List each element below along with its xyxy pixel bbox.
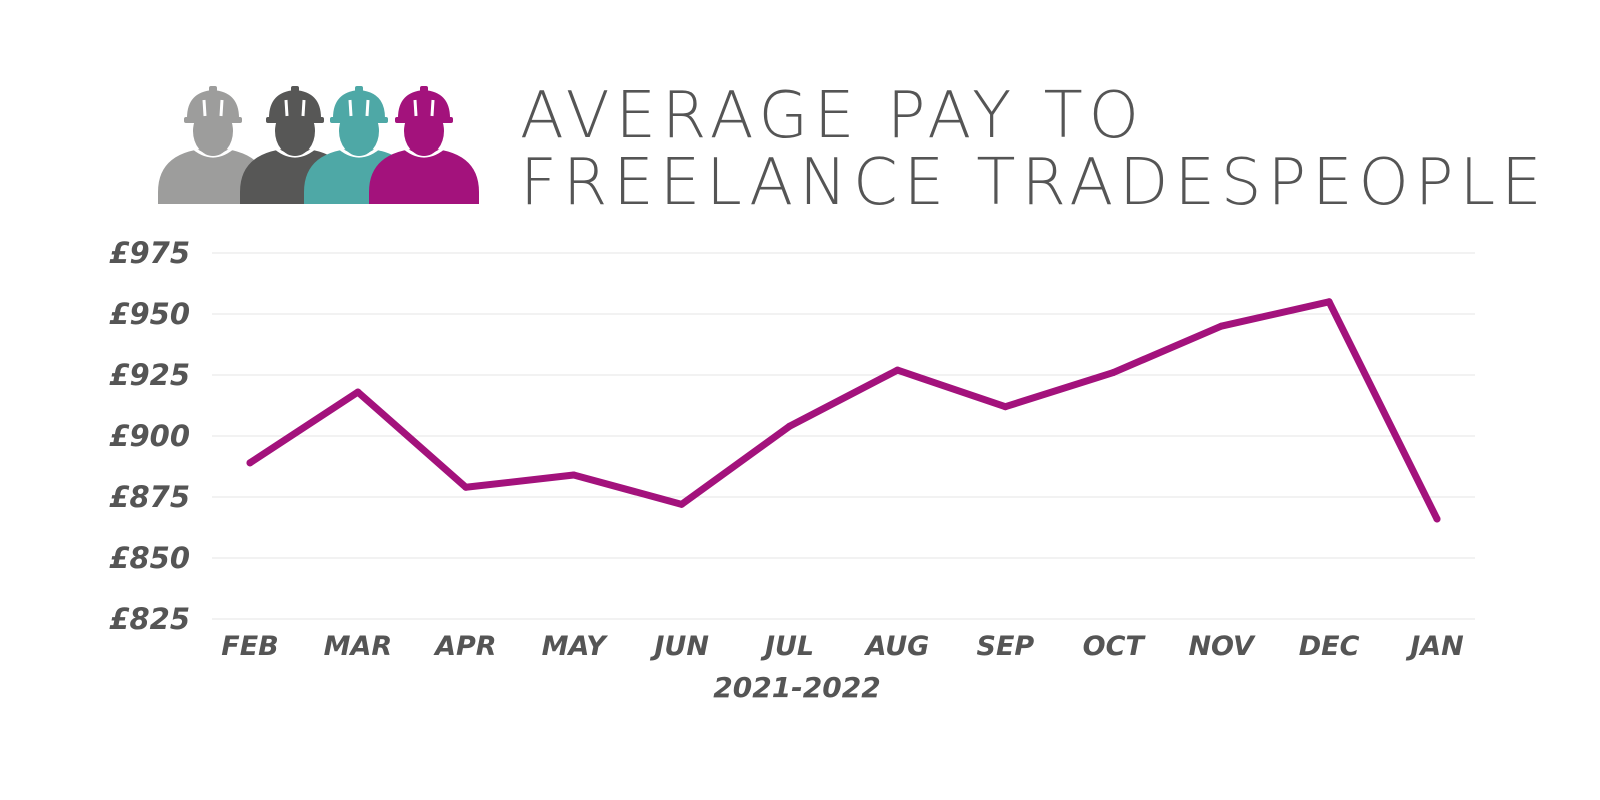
y-tick-label: £825 <box>109 602 190 636</box>
data-point <box>1109 369 1117 377</box>
data-point <box>1217 322 1225 330</box>
construction-workers-icon <box>158 86 479 204</box>
x-tick-label: FEB <box>221 631 278 662</box>
data-point <box>354 388 362 396</box>
x-tick-label: APR <box>433 631 496 662</box>
worker-silhouette <box>158 86 268 204</box>
x-axis-tick-labels: FEB MAR APR MAY JUN JUL AUG SEP OCT NOV DEC JAN <box>221 631 1464 662</box>
y-axis-tick-labels: £975 £950 £925 £900 £875 £850 £825 <box>109 236 190 636</box>
x-tick-label: JUL <box>760 631 814 662</box>
data-point <box>1325 298 1333 306</box>
y-tick-label: £950 <box>109 297 190 331</box>
gridlines <box>212 252 1475 620</box>
y-tick-label: £875 <box>109 480 190 514</box>
series-group <box>246 298 1441 523</box>
series-line <box>246 298 1441 523</box>
x-axis-label: 2021-2022 <box>713 671 880 704</box>
data-point <box>786 422 794 430</box>
chart-title-line-2: FREELANCE TRADESPEOPLE <box>520 146 1548 220</box>
data-point <box>462 483 470 491</box>
x-tick-label: MAY <box>542 631 609 662</box>
x-tick-label: JAN <box>1405 631 1464 662</box>
data-point <box>1433 515 1441 523</box>
x-tick-label: OCT <box>1083 631 1147 662</box>
y-tick-label: £925 <box>109 358 190 392</box>
x-tick-label: SEP <box>977 631 1035 662</box>
x-tick-label: JUN <box>649 631 709 662</box>
y-tick-label: £975 <box>109 236 190 270</box>
data-point <box>893 366 901 374</box>
y-tick-label: £900 <box>109 419 190 453</box>
x-tick-label: MAR <box>324 631 393 662</box>
data-point <box>246 459 254 467</box>
x-tick-label: NOV <box>1188 631 1256 662</box>
x-tick-label: DEC <box>1299 631 1360 662</box>
data-point <box>678 500 686 508</box>
x-tick-label: AUG <box>864 631 930 662</box>
data-point <box>1001 403 1009 411</box>
chart-title-line-1: AVERAGE PAY TO <box>520 79 1145 153</box>
data-point <box>570 471 578 479</box>
y-tick-label: £850 <box>109 541 190 575</box>
worker-silhouette <box>369 86 479 204</box>
